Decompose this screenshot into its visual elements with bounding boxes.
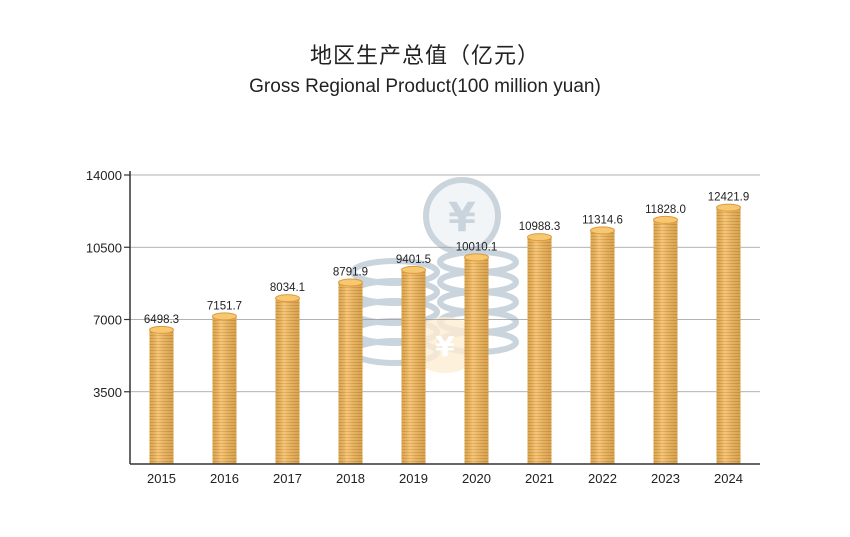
bar-shading bbox=[590, 230, 615, 464]
data-label: 10010.1 bbox=[456, 241, 498, 253]
svg-text:¥: ¥ bbox=[448, 195, 476, 241]
x-tick-label: 2019 bbox=[399, 471, 428, 486]
x-tick-label: 2016 bbox=[210, 471, 239, 486]
data-label: 11828.0 bbox=[645, 204, 686, 216]
data-label: 8791.9 bbox=[333, 267, 368, 279]
bar-shading bbox=[464, 257, 489, 464]
data-label: 8034.1 bbox=[270, 282, 305, 294]
bar-2022 bbox=[590, 226, 615, 464]
data-label: 6498.3 bbox=[144, 314, 179, 326]
chart-subtitle: Gross Regional Product(100 million yuan) bbox=[249, 76, 601, 97]
data-label: 12421.9 bbox=[708, 192, 750, 204]
bar-shading bbox=[527, 237, 552, 464]
bar-top-coin bbox=[149, 325, 174, 334]
bar-shading bbox=[149, 329, 174, 464]
data-label: 9401.5 bbox=[396, 254, 431, 266]
data-label: 7151.7 bbox=[207, 300, 242, 312]
bar-top-coin bbox=[590, 226, 615, 235]
x-tick-label: 2015 bbox=[147, 471, 176, 486]
y-tick-label: 7000 bbox=[93, 313, 122, 328]
bar-top-coin bbox=[338, 278, 363, 287]
bar-top-coin bbox=[212, 312, 237, 321]
y-tick-label: 14000 bbox=[86, 168, 122, 183]
bar-shading bbox=[716, 207, 741, 465]
x-tick-label: 2023 bbox=[651, 471, 680, 486]
bar-shading bbox=[653, 219, 678, 464]
chart-title: 地区生产总值（亿元） bbox=[309, 44, 540, 69]
data-label: 11314.6 bbox=[582, 214, 623, 226]
x-tick-label: 2022 bbox=[588, 471, 617, 486]
bar-2016 bbox=[212, 312, 237, 464]
y-tick-label: 3500 bbox=[93, 385, 122, 400]
bar-2015 bbox=[149, 325, 174, 464]
bar-top-coin bbox=[527, 233, 552, 242]
bar-2020 bbox=[464, 253, 489, 464]
bar-shading bbox=[275, 298, 300, 464]
data-label: 10988.3 bbox=[519, 221, 561, 233]
bar-shading bbox=[401, 269, 426, 464]
bar-top-coin bbox=[275, 294, 300, 303]
y-tick-label: 10500 bbox=[86, 240, 122, 255]
bar-top-coin bbox=[716, 203, 741, 212]
bar-shading bbox=[212, 316, 237, 464]
bar-2024 bbox=[716, 203, 741, 465]
x-tick-label: 2024 bbox=[714, 471, 743, 486]
bar-top-coin bbox=[464, 253, 489, 262]
svg-text:¥: ¥ bbox=[435, 330, 455, 363]
bar-shading bbox=[338, 282, 363, 464]
x-tick-label: 2018 bbox=[336, 471, 365, 486]
bar-top-coin bbox=[401, 265, 426, 274]
yuan-coin-watermark: ¥ ¥ bbox=[350, 177, 519, 373]
bar-top-coin bbox=[653, 215, 678, 224]
x-tick-label: 2017 bbox=[273, 471, 302, 486]
bar-2018 bbox=[338, 278, 363, 464]
x-tick-label: 2020 bbox=[462, 471, 491, 486]
bar-2021 bbox=[527, 233, 552, 464]
bar-2017 bbox=[275, 294, 300, 464]
bar-2023 bbox=[653, 215, 678, 464]
bar-2019 bbox=[401, 265, 426, 464]
x-tick-label: 2021 bbox=[525, 471, 554, 486]
